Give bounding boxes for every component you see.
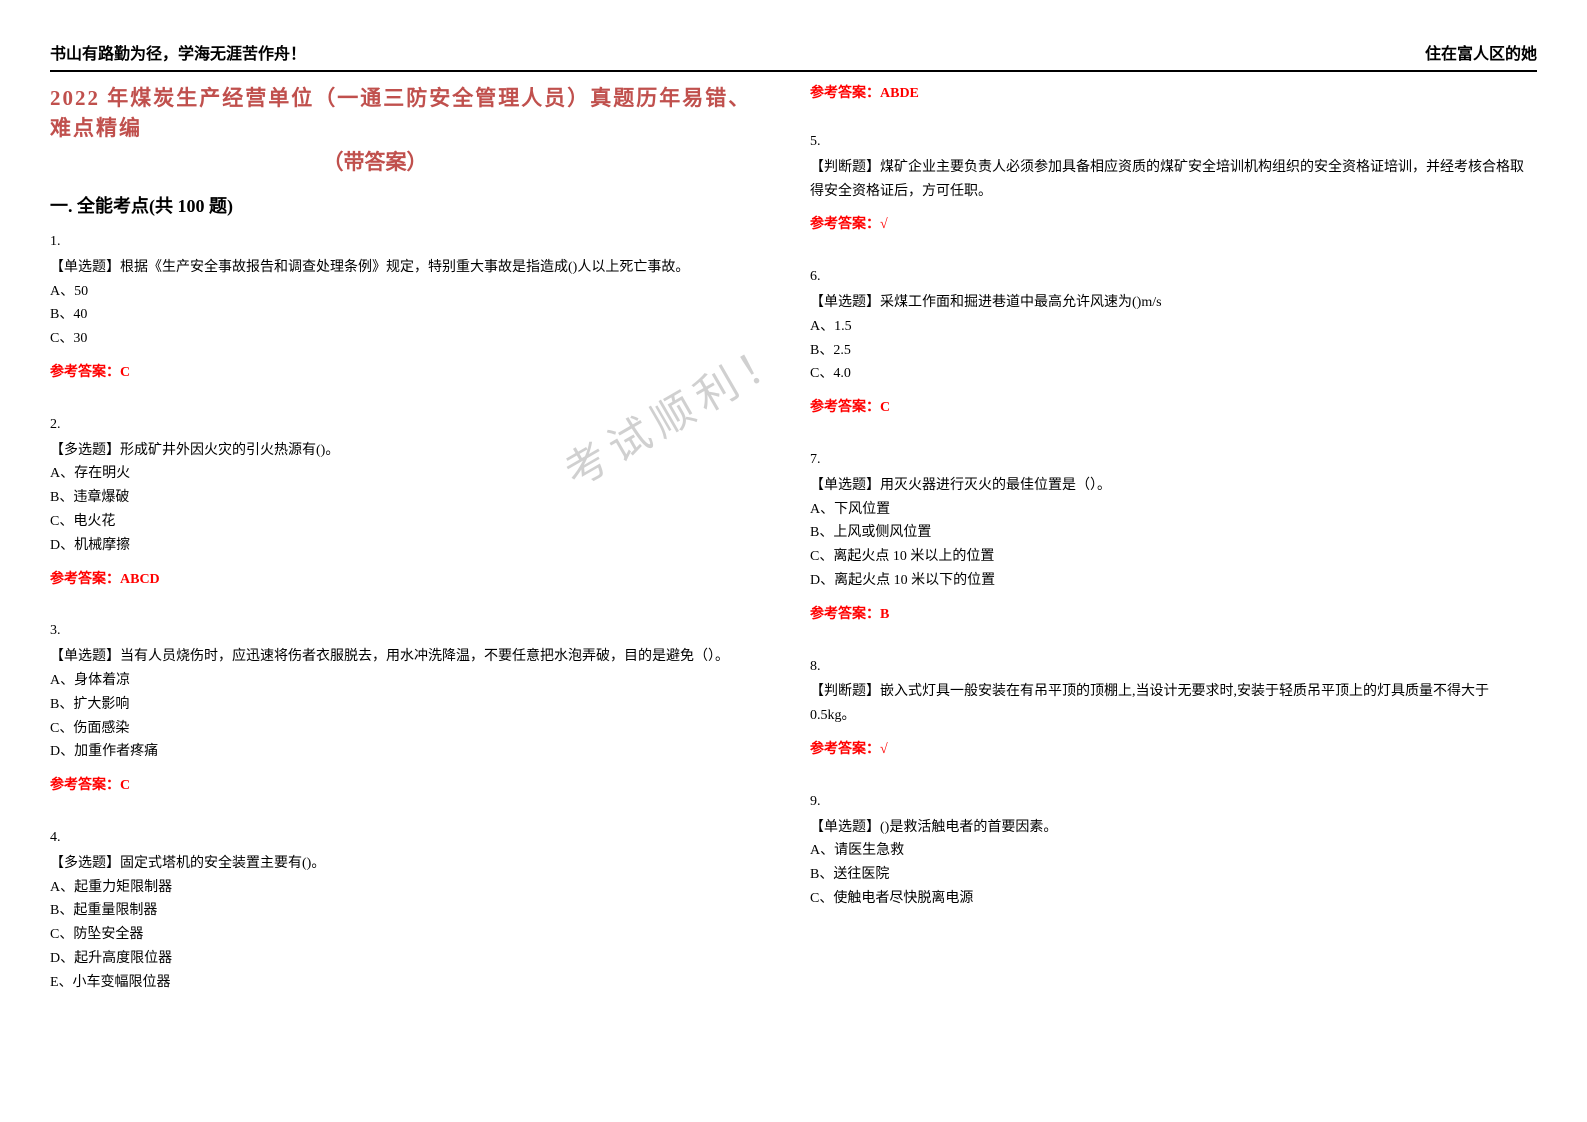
doc-title-1: 2022 年煤炭生产经营单位（一通三防安全管理人员）真题历年易错、难点精编 bbox=[50, 82, 770, 142]
q2-num: 2. bbox=[50, 413, 770, 437]
q4-opt-c: C、防坠安全器 bbox=[50, 923, 770, 947]
q7-opt-d: D、离起火点 10 米以下的位置 bbox=[810, 569, 1530, 593]
question-1: 1. 【单选题】根据《生产安全事故报告和调查处理条例》规定，特别重大事故是指造成… bbox=[50, 230, 770, 385]
q1-opt-b: B、40 bbox=[50, 303, 770, 327]
q8-text: 【判断题】嵌入式灯具一般安装在有吊平顶的顶棚上,当设计无要求时,安装于轻质吊平顶… bbox=[810, 680, 1530, 728]
q2-answer: 参考答案：ABCD bbox=[50, 568, 770, 592]
q6-opt-c: C、4.0 bbox=[810, 362, 1530, 386]
q1-num: 1. bbox=[50, 230, 770, 254]
q7-text: 【单选题】用灭火器进行灭火的最佳位置是（）。 bbox=[810, 474, 1530, 498]
question-9: 9. 【单选题】()是救活触电者的首要因素。 A、请医生急救 B、送往医院 C、… bbox=[810, 790, 1530, 911]
question-2: 2. 【多选题】形成矿井外因火灾的引火热源有()。 A、存在明火 B、违章爆破 … bbox=[50, 413, 770, 592]
q9-opt-c: C、使触电者尽快脱离电源 bbox=[810, 887, 1530, 911]
page-content: 书山有路勤为径，学海无涯苦作舟！ 住在富人区的她 2022 年煤炭生产经营单位（… bbox=[50, 40, 1537, 1023]
q9-text: 【单选题】()是救活触电者的首要因素。 bbox=[810, 816, 1530, 840]
q2-opt-a: A、存在明火 bbox=[50, 462, 770, 486]
q7-opt-c: C、离起火点 10 米以上的位置 bbox=[810, 545, 1530, 569]
q3-opt-a: A、身体着凉 bbox=[50, 669, 770, 693]
q2-opt-d: D、机械摩擦 bbox=[50, 534, 770, 558]
q6-text: 【单选题】采煤工作面和掘进巷道中最高允许风速为()m/s bbox=[810, 291, 1530, 315]
q1-opt-c: C、30 bbox=[50, 327, 770, 351]
q7-num: 7. bbox=[810, 448, 1530, 472]
q3-answer: 参考答案：C bbox=[50, 774, 770, 798]
q6-answer: 参考答案：C bbox=[810, 396, 1530, 420]
q4-opt-b: B、起重量限制器 bbox=[50, 899, 770, 923]
header-left: 书山有路勤为径，学海无涯苦作舟！ bbox=[50, 40, 306, 64]
q1-text: 【单选题】根据《生产安全事故报告和调查处理条例》规定，特别重大事故是指造成()人… bbox=[50, 256, 770, 280]
q6-opt-b: B、2.5 bbox=[810, 339, 1530, 363]
q3-num: 3. bbox=[50, 619, 770, 643]
q3-opt-b: B、扩大影响 bbox=[50, 693, 770, 717]
q7-opt-a: A、下风位置 bbox=[810, 498, 1530, 522]
q6-num: 6. bbox=[810, 265, 1530, 289]
q4-text: 【多选题】固定式塔机的安全装置主要有()。 bbox=[50, 852, 770, 876]
q4-opt-a: A、起重力矩限制器 bbox=[50, 876, 770, 900]
q2-opt-b: B、违章爆破 bbox=[50, 486, 770, 510]
q4-num: 4. bbox=[50, 826, 770, 850]
q5-answer: 参考答案：√ bbox=[810, 213, 1530, 237]
section-title: 一. 全能考点(共 100 题) bbox=[50, 192, 770, 218]
q3-text: 【单选题】当有人员烧伤时，应迅速将伤者衣服脱去，用水冲洗降温，不要任意把水泡弄破… bbox=[50, 645, 770, 669]
q7-answer: 参考答案：B bbox=[810, 603, 1530, 627]
right-column: 参考答案：ABDE 5. 【判断题】煤矿企业主要负责人必须参加具备相应资质的煤矿… bbox=[810, 82, 1530, 1023]
q2-opt-c: C、电火花 bbox=[50, 510, 770, 534]
question-6: 6. 【单选题】采煤工作面和掘进巷道中最高允许风速为()m/s A、1.5 B、… bbox=[810, 265, 1530, 420]
q1-answer: 参考答案：C bbox=[50, 361, 770, 385]
q6-opt-a: A、1.5 bbox=[810, 315, 1530, 339]
question-8: 8. 【判断题】嵌入式灯具一般安装在有吊平顶的顶棚上,当设计无要求时,安装于轻质… bbox=[810, 655, 1530, 762]
q8-answer: 参考答案：√ bbox=[810, 738, 1530, 762]
left-column: 2022 年煤炭生产经营单位（一通三防安全管理人员）真题历年易错、难点精编 （带… bbox=[50, 82, 770, 1023]
q8-num: 8. bbox=[810, 655, 1530, 679]
q7-opt-b: B、上风或侧风位置 bbox=[810, 521, 1530, 545]
q9-num: 9. bbox=[810, 790, 1530, 814]
question-4: 4. 【多选题】固定式塔机的安全装置主要有()。 A、起重力矩限制器 B、起重量… bbox=[50, 826, 770, 995]
q3-opt-d: D、加重作者疼痛 bbox=[50, 740, 770, 764]
q3-opt-c: C、伤面感染 bbox=[50, 717, 770, 741]
question-7: 7. 【单选题】用灭火器进行灭火的最佳位置是（）。 A、下风位置 B、上风或侧风… bbox=[810, 448, 1530, 627]
q4-opt-d: D、起升高度限位器 bbox=[50, 947, 770, 971]
header: 书山有路勤为径，学海无涯苦作舟！ 住在富人区的她 bbox=[50, 40, 1537, 72]
q2-text: 【多选题】形成矿井外因火灾的引火热源有()。 bbox=[50, 439, 770, 463]
q4-answer: 参考答案：ABDE bbox=[810, 82, 1530, 102]
q1-opt-a: A、50 bbox=[50, 280, 770, 304]
header-right: 住在富人区的她 bbox=[1425, 40, 1537, 64]
question-5: 5. 【判断题】煤矿企业主要负责人必须参加具备相应资质的煤矿安全培训机构组织的安… bbox=[810, 130, 1530, 237]
q9-opt-a: A、请医生急救 bbox=[810, 839, 1530, 863]
q5-num: 5. bbox=[810, 130, 1530, 154]
columns: 2022 年煤炭生产经营单位（一通三防安全管理人员）真题历年易错、难点精编 （带… bbox=[50, 82, 1537, 1023]
q5-text: 【判断题】煤矿企业主要负责人必须参加具备相应资质的煤矿安全培训机构组织的安全资格… bbox=[810, 156, 1530, 204]
question-3: 3. 【单选题】当有人员烧伤时，应迅速将伤者衣服脱去，用水冲洗降温，不要任意把水… bbox=[50, 619, 770, 798]
doc-title-2: （带答案） bbox=[50, 146, 700, 176]
q9-opt-b: B、送往医院 bbox=[810, 863, 1530, 887]
q4-opt-e: E、小车变幅限位器 bbox=[50, 971, 770, 995]
